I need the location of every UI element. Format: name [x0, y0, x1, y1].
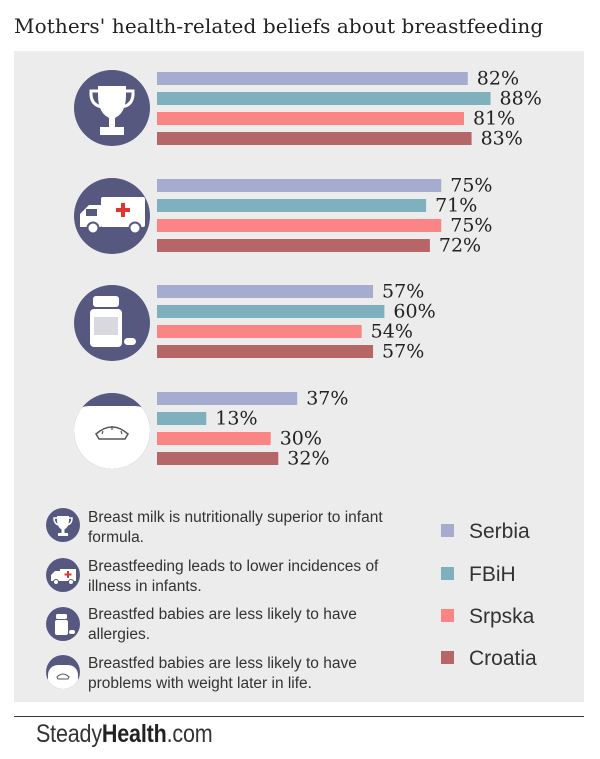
legend-series-label: Serbia [469, 520, 530, 543]
legend-series-fbih: FBiH [441, 563, 516, 587]
bar-fbih-2 [157, 199, 427, 212]
bar-srpska-2 [157, 219, 442, 232]
brand-part-1: Steady [36, 720, 102, 748]
bar-fbih-1 [157, 92, 491, 105]
bar-fbih-3 [157, 305, 385, 318]
data-label-croatia-3: 57% [382, 341, 424, 363]
bar-croatia-2 [157, 239, 430, 252]
bars-group [157, 72, 491, 465]
data-label-srpska-4: 30% [280, 428, 322, 450]
bar-srpska-4 [157, 432, 271, 445]
bar-croatia-3 [157, 345, 374, 358]
data-label-fbih-2: 71% [435, 195, 477, 217]
legend-item-nutrition: Breast milk is nutritionally superior to… [88, 509, 383, 546]
data-label-fbih-1: 88% [500, 88, 542, 110]
data-label-fbih-4: 13% [215, 408, 257, 430]
bar-croatia-4 [157, 452, 279, 465]
chart-panel: 82% 88% 81% 83% 75% 71% 75% 72% 57% 60% 54% 57% 37% 1… [14, 51, 584, 702]
swatch-srpska [441, 608, 454, 622]
legend-series-serbia: Serbia [441, 520, 530, 544]
data-label-srpska-3: 54% [371, 321, 413, 343]
legend-series-label: Croatia [469, 647, 537, 670]
pill-bottle-icon [74, 285, 150, 361]
brand-part-3: .com [166, 720, 213, 748]
data-label-serbia-1: 82% [477, 68, 519, 90]
bar-chart: 82%88%81%83%75%71%75%72%57%60%54%57%37%1… [74, 68, 542, 470]
legend-series-srpska: Srpska [441, 605, 534, 629]
scale-icon [74, 393, 150, 469]
data-label-serbia-2: 75% [450, 175, 492, 197]
data-label-croatia-4: 32% [287, 448, 329, 470]
data-labels: 82%88%81%83%75%71%75%72%57%60%54%57%37%1… [215, 68, 541, 470]
data-label-croatia-2: 72% [439, 235, 481, 257]
data-label-srpska-2: 75% [450, 215, 492, 237]
data-label-srpska-1: 81% [473, 108, 515, 130]
legend-scale-icon [46, 655, 80, 689]
bar-fbih-4 [157, 412, 207, 425]
legend-ambulance-icon [46, 558, 80, 592]
bar-srpska-3 [157, 325, 362, 338]
swatch-fbih [441, 566, 454, 580]
legend-series-croatia: Croatia [441, 647, 537, 671]
legend-pill-bottle-icon [46, 607, 80, 641]
footer-divider [14, 716, 584, 717]
bar-serbia-4 [157, 392, 298, 405]
data-label-serbia-4: 37% [306, 388, 348, 410]
legend-item-illness: Breastfeeding leads to lower incidences … [88, 558, 379, 595]
bar-croatia-1 [157, 132, 472, 145]
legend-series-label: FBiH [469, 563, 516, 586]
swatch-serbia [441, 523, 454, 537]
data-label-serbia-3: 57% [382, 281, 424, 303]
ambulance-icon [74, 178, 150, 254]
bar-serbia-3 [157, 285, 374, 298]
bar-serbia-1 [157, 72, 468, 85]
legend-item-allergies: Breastfed babies are less likely to have… [88, 606, 357, 643]
legend-item-weight: Breastfed babies are less likely to have… [88, 655, 357, 692]
bar-serbia-2 [157, 179, 442, 192]
data-label-croatia-1: 83% [481, 128, 523, 150]
bar-srpska-1 [157, 112, 464, 125]
brand-logo: SteadyHealth.com [36, 720, 213, 749]
chart-title: Mothers' health-related beliefs about br… [14, 14, 544, 38]
legend-trophy-icon [46, 508, 80, 542]
legend-series-label: Srpska [469, 605, 535, 628]
data-label-fbih-3: 60% [393, 301, 435, 323]
brand-part-2: Health [101, 720, 167, 748]
swatch-croatia [441, 650, 454, 664]
trophy-icon [74, 70, 150, 146]
